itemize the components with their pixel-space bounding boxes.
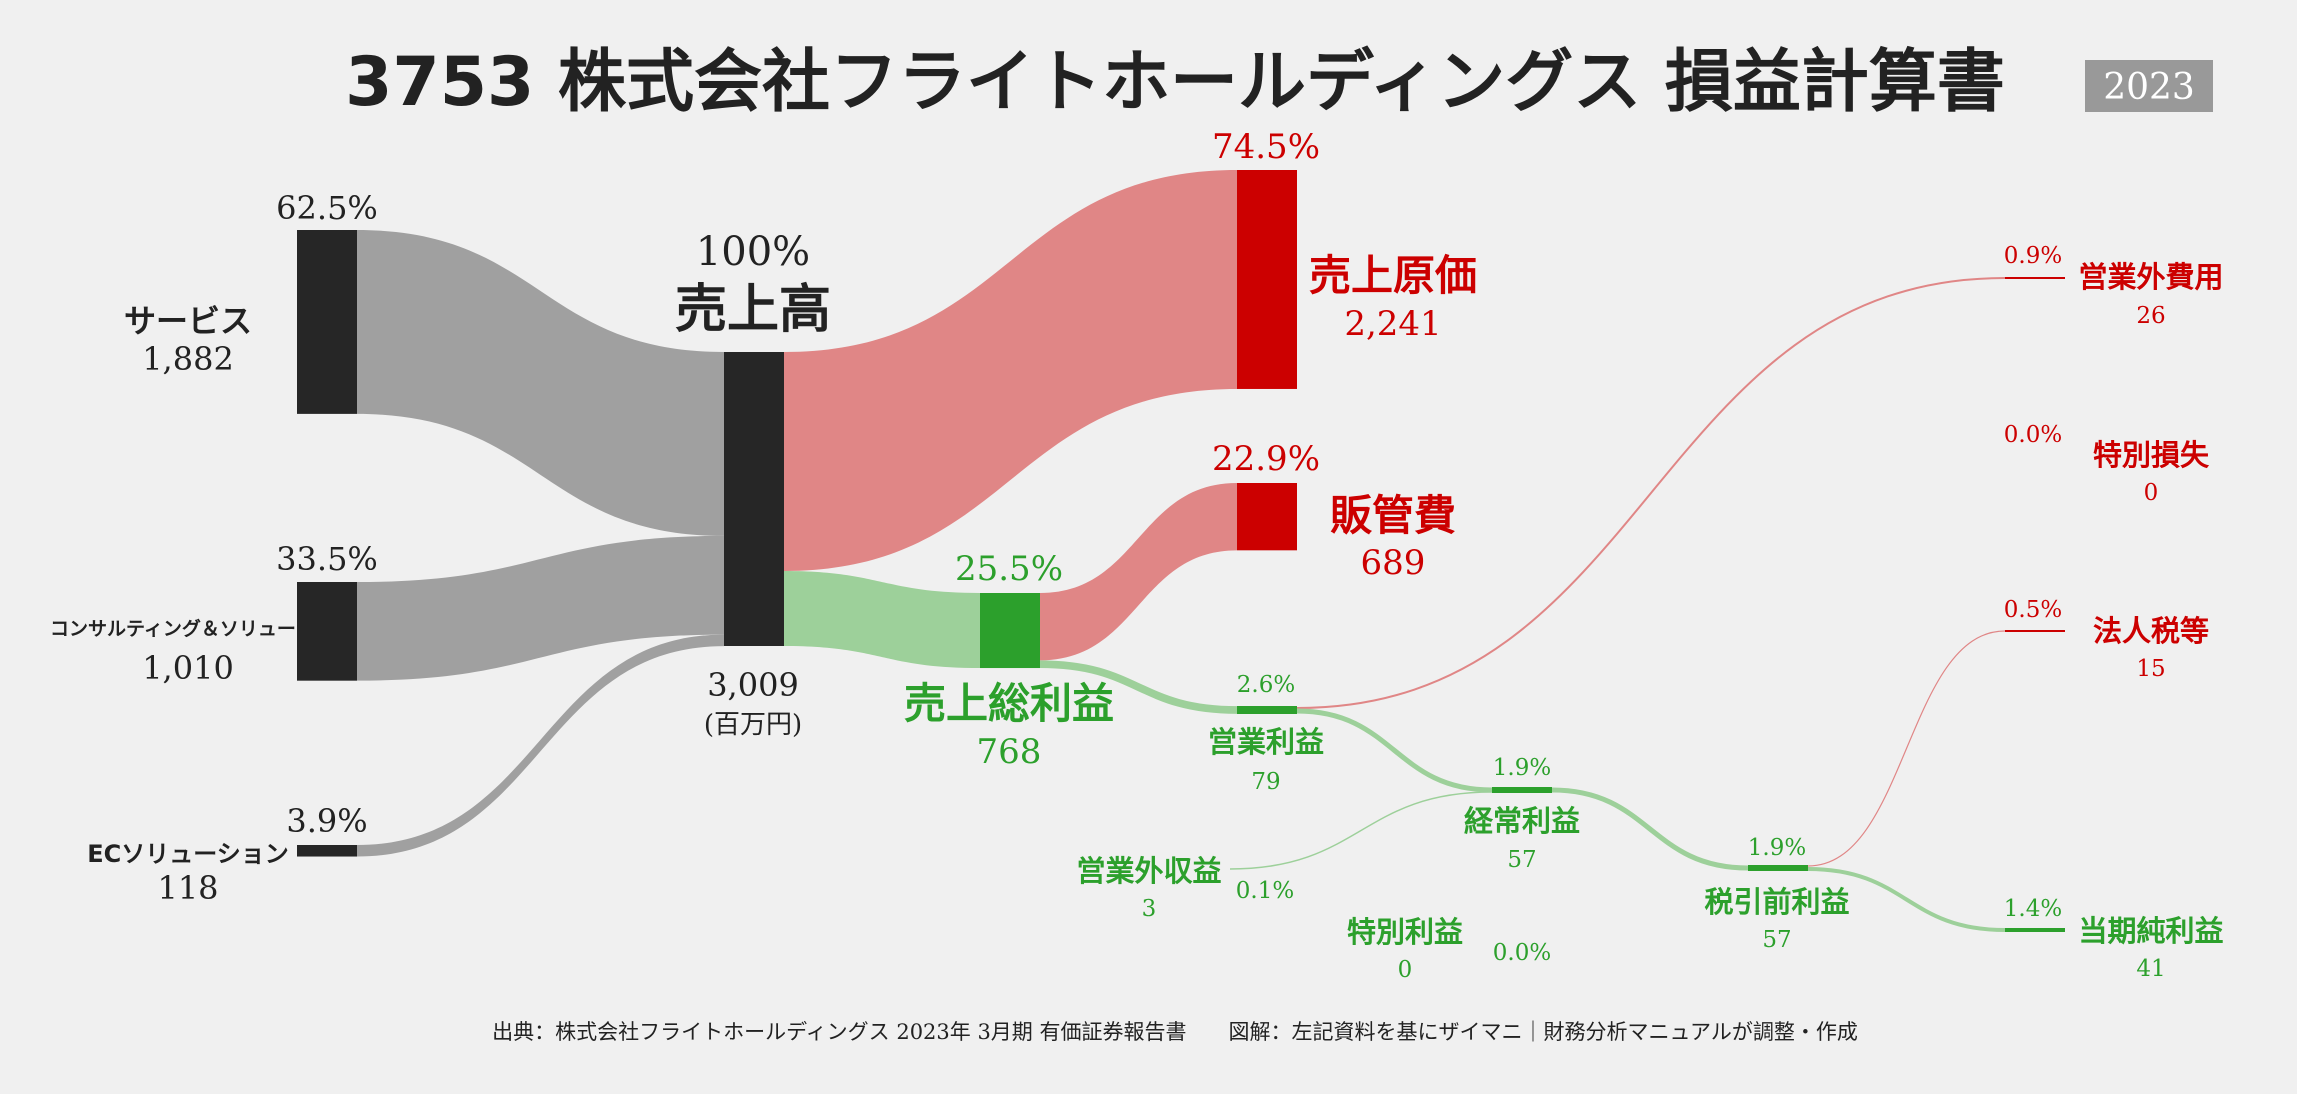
cost-of-sales-pct: 74.5%	[1212, 127, 1320, 167]
gross-profit-label: 売上総利益	[904, 679, 1114, 728]
revenue-pct: 100%	[696, 229, 810, 275]
extraordinary-loss-value: 0	[2144, 480, 2159, 506]
segment-consulting-label: コンサルティング＆ソリューション	[50, 617, 352, 640]
segment-ec-label: ECソリューション	[87, 840, 289, 868]
extraordinary-loss-pct: 0.0%	[2004, 422, 2062, 448]
year-label: 2023	[2103, 67, 2195, 108]
operating-profit-label: 営業利益	[1208, 725, 1324, 759]
sga-pct: 22.9%	[1212, 439, 1320, 479]
pretax-profit-flow	[1551, 787, 1749, 871]
revenue-label: 売上高	[675, 280, 831, 340]
segment-flow-2	[357, 634, 724, 857]
flow-layer	[357, 170, 2006, 932]
operating-profit-pct: 2.6%	[1237, 672, 1295, 698]
net-income-flow	[1807, 867, 2006, 932]
source-footnote: 出典：株式会社フライトホールディングス 2023年 3月期 有価証券報告書 図解…	[492, 1020, 1858, 1044]
sga-label: 販管費	[1330, 491, 1456, 540]
operating-profit-flow	[1039, 660, 1238, 714]
income-taxes-bar	[2005, 630, 2065, 632]
revenue-bar	[724, 352, 784, 646]
segment-consulting-label-clip: コンサルティング＆ソリューション	[50, 617, 352, 640]
year-badge	[2085, 60, 2213, 112]
gross-profit-pct: 25.5%	[955, 549, 1063, 589]
income-taxes-label: 法人税等	[2093, 614, 2209, 648]
ordinary-profit-bar	[1492, 787, 1552, 793]
chart-title: 3753 株式会社フライトホールディングス 損益計算書	[345, 43, 2005, 122]
extraordinary-income-pct: 0.0%	[1493, 940, 1551, 966]
net-income-label: 当期純利益	[2078, 914, 2223, 948]
segment-bar-1	[297, 582, 357, 681]
extraordinary-income-value: 0	[1398, 957, 1413, 983]
income-taxes-flow	[1807, 630, 2006, 867]
revenue-unit: (百万円)	[704, 710, 802, 740]
segment-consulting-value: 1,010	[142, 649, 234, 687]
node-layer	[297, 170, 2065, 932]
income-taxes-value: 15	[2136, 656, 2165, 682]
net-income-value: 41	[2136, 956, 2165, 982]
segment-consulting-pct: 33.5%	[276, 540, 378, 578]
non-operating-income-flow	[1229, 791, 1493, 870]
cost-of-sales-flow	[784, 170, 1237, 571]
segment-service-label: サービス	[124, 302, 252, 340]
ordinary-profit-pct: 1.9%	[1493, 755, 1551, 781]
non-operating-expense-pct: 0.9%	[2004, 243, 2062, 269]
segment-bar-0	[297, 230, 357, 414]
non-operating-income-label: 営業外収益	[1076, 854, 1221, 888]
ordinary-profit-flow	[1296, 708, 1493, 793]
pretax-profit-value: 57	[1762, 927, 1791, 953]
segment-flow-0	[357, 230, 724, 536]
ordinary-profit-label: 経常利益	[1464, 804, 1580, 838]
operating-profit-value: 79	[1251, 769, 1280, 795]
segment-service-pct: 62.5%	[276, 189, 378, 227]
cost-of-sales-label: 売上原価	[1309, 251, 1477, 300]
gross-profit-value: 768	[977, 732, 1042, 772]
pretax-profit-pct: 1.9%	[1748, 835, 1806, 861]
net-income-pct: 1.4%	[2004, 896, 2062, 922]
non-operating-income-value: 3	[1142, 896, 1157, 922]
pretax-profit-bar	[1748, 865, 1808, 871]
non-operating-expense-flow	[1296, 277, 2006, 709]
gross-profit-bar	[980, 593, 1040, 669]
income-taxes-pct: 0.5%	[2004, 597, 2062, 623]
segment-ec-value: 118	[157, 869, 218, 907]
non-operating-income-pct: 0.1%	[1236, 878, 1294, 904]
segment-flow-1	[357, 535, 724, 681]
extraordinary-loss-label: 特別損失	[2093, 438, 2210, 472]
sga-value: 689	[1361, 543, 1426, 583]
segment-bar-2	[297, 845, 357, 857]
non-operating-expense-value: 26	[2136, 303, 2165, 329]
segment-service-value: 1,882	[142, 340, 234, 378]
segment-ec-pct: 3.9%	[286, 802, 367, 840]
sga-flow	[1040, 483, 1237, 661]
cost-of-sales-bar	[1237, 170, 1297, 389]
revenue-value: 3,009	[707, 666, 799, 704]
gross-profit-flow	[784, 570, 980, 669]
non-operating-expense-label: 営業外費用	[2078, 260, 2223, 294]
pretax-profit-label: 税引前利益	[1704, 885, 1849, 919]
net-income-bar	[2005, 928, 2065, 932]
sga-bar	[1237, 483, 1297, 551]
operating-profit-bar	[1237, 706, 1297, 714]
non-operating-expense-bar	[2005, 277, 2065, 279]
extraordinary-income-label: 特別利益	[1347, 915, 1463, 949]
ordinary-profit-value: 57	[1507, 847, 1536, 873]
cost-of-sales-value: 2,241	[1344, 304, 1441, 344]
